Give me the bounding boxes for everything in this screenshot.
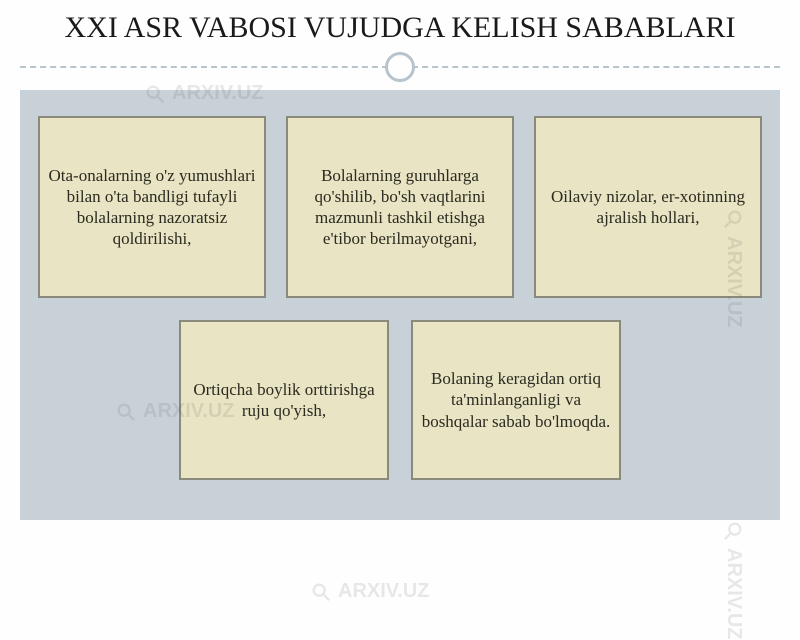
divider-line-left bbox=[20, 66, 388, 68]
title-divider bbox=[20, 52, 780, 82]
card-4-text: Ortiqcha boylik orttirishga ruju qo'yish… bbox=[189, 379, 379, 422]
row-1: Ota-onalarning o'z yumushlari bilan o'ta… bbox=[38, 116, 762, 298]
card-1: Ota-onalarning o'z yumushlari bilan o'ta… bbox=[38, 116, 266, 298]
card-2-text: Bolalarning guruhlarga qo'shilib, bo'sh … bbox=[296, 165, 504, 250]
page-title: XXI ASR VABOSI VUJUDGA KELISH SABABLARI bbox=[20, 10, 780, 46]
content-panel: Ota-onalarning o'z yumushlari bilan o'ta… bbox=[20, 90, 780, 520]
card-5-text: Bolaning keragidan ortiq ta'minlanganlig… bbox=[421, 368, 611, 432]
divider-line-right bbox=[412, 66, 780, 68]
row-2: Ortiqcha boylik orttirishga ruju qo'yish… bbox=[38, 320, 762, 480]
card-4: Ortiqcha boylik orttirishga ruju qo'yish… bbox=[179, 320, 389, 480]
card-5: Bolaning keragidan ortiq ta'minlanganlig… bbox=[411, 320, 621, 480]
card-1-text: Ota-onalarning o'z yumushlari bilan o'ta… bbox=[48, 165, 256, 250]
card-3: Oilaviy nizolar, er-xotinning ajralish h… bbox=[534, 116, 762, 298]
card-2: Bolalarning guruhlarga qo'shilib, bo'sh … bbox=[286, 116, 514, 298]
watermark: ARXIV.UZ bbox=[722, 520, 745, 640]
card-3-text: Oilaviy nizolar, er-xotinning ajralish h… bbox=[544, 186, 752, 229]
divider-circle bbox=[385, 52, 415, 82]
